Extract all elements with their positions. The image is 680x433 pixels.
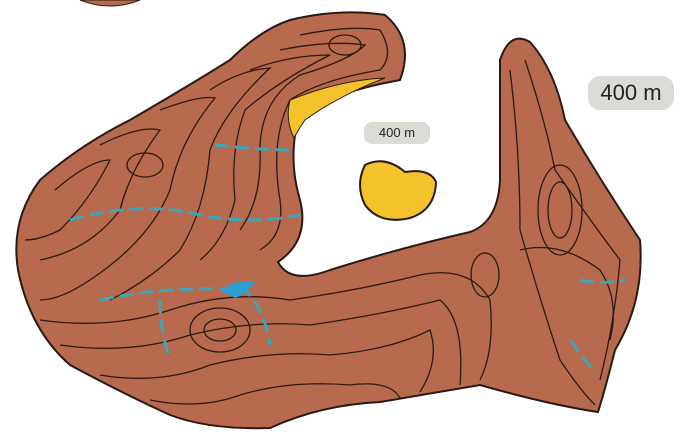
topographic-map [0, 0, 680, 433]
terrain-corner [80, 0, 140, 6]
yellow-basin [360, 161, 436, 220]
elevation-label: 400 m [588, 76, 674, 110]
terrain [16, 12, 640, 428]
elevation-label: 400 m [364, 122, 430, 144]
map: 400 m 400 m [0, 0, 680, 433]
